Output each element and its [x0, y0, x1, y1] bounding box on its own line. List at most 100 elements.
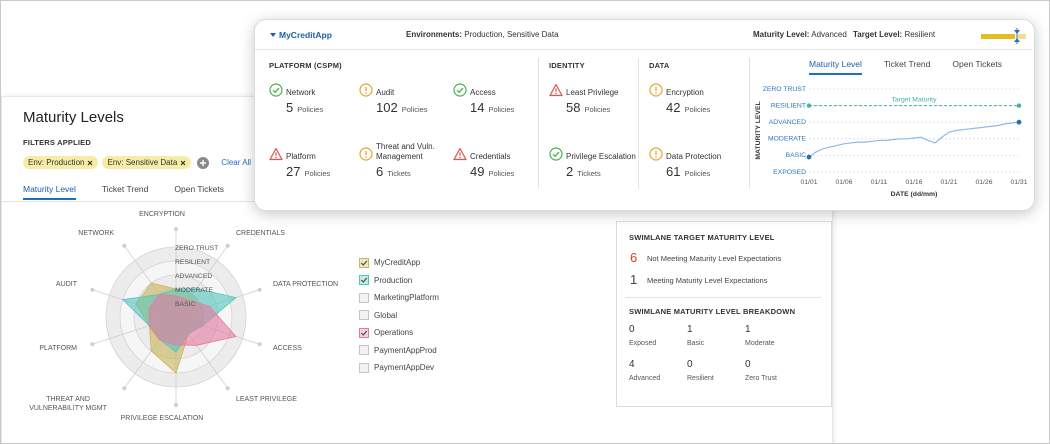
- spoke-dot: [257, 342, 262, 347]
- x-tick-label: 01/31: [1010, 179, 1027, 186]
- axis-label: ACCESS: [273, 344, 302, 352]
- status-icon: [269, 147, 283, 161]
- y-axis-title: MATURITY LEVEL: [755, 101, 762, 159]
- tile-value: 49: [470, 164, 485, 179]
- tile[interactable]: Privilege Escalation 2 Tickets: [549, 147, 644, 181]
- x-axis-title: DATE (dd/mm): [891, 191, 938, 198]
- filter-chip[interactable]: Env: Sensitive Data: [102, 156, 192, 169]
- breakdown-count: 0: [629, 324, 635, 335]
- icon-ring: [649, 147, 663, 161]
- tile-unit: Policies: [584, 105, 611, 114]
- divider: [625, 297, 821, 298]
- add-plus: [200, 159, 207, 166]
- breakdown-count: 1: [687, 324, 693, 335]
- maturity-line: [808, 121, 1020, 158]
- tile-name: Access: [470, 87, 496, 97]
- tile[interactable]: Encryption 42 Policies: [649, 83, 744, 117]
- target-count: 6: [630, 250, 638, 265]
- add-filter[interactable]: [197, 156, 210, 169]
- checkbox[interactable]: [359, 257, 369, 268]
- tile[interactable]: Network 5 Policies: [269, 83, 364, 117]
- icon-check: [552, 151, 560, 158]
- breakdown-count: 0: [745, 359, 751, 370]
- checkbox[interactable]: [359, 345, 369, 356]
- tile[interactable]: Least Privilege 58 Policies: [549, 83, 644, 117]
- tab[interactable]: Open Tickets: [952, 59, 1002, 69]
- axis-label: ENCRYPTION: [139, 211, 185, 218]
- tab[interactable]: Maturity Level: [809, 59, 862, 75]
- legend-item[interactable]: MyCreditApp: [359, 254, 439, 272]
- tile-unit: Policies: [297, 105, 324, 114]
- level-gauge: [981, 28, 1026, 44]
- tile[interactable]: Audit 102 Policies: [359, 83, 454, 117]
- breakdown-label: Exposed: [629, 340, 657, 347]
- spoke-dot: [90, 342, 95, 347]
- icon-dot: [655, 156, 657, 158]
- line-chart: EXPOSED BASIC MODERATE ADVANCED RESILIENT ZER…: [755, 86, 1028, 198]
- icon-dot: [459, 156, 461, 159]
- checkbox-box: [359, 292, 369, 303]
- legend-item[interactable]: PaymentAppProd: [359, 342, 439, 360]
- filter-chip[interactable]: Env: Production: [23, 156, 99, 169]
- spoke-dot: [174, 403, 178, 407]
- target-dot: [806, 103, 812, 108]
- tile[interactable]: Access 14 Policies: [453, 83, 548, 117]
- section-title: DATA: [649, 61, 670, 70]
- icon-dot: [365, 92, 367, 94]
- legend-item[interactable]: Global: [359, 307, 439, 325]
- checkbox-box: [359, 310, 369, 321]
- tile-name: Platform: [286, 151, 316, 161]
- status-icon: [649, 83, 663, 97]
- icon-dot: [655, 92, 657, 94]
- legend-item[interactable]: Production: [359, 272, 439, 290]
- legend-item[interactable]: Operations: [359, 324, 439, 342]
- tile-name: Data Protection: [666, 151, 722, 161]
- remove-icon[interactable]: [180, 160, 186, 166]
- axis-label: AUDIT: [56, 281, 77, 289]
- checkbox[interactable]: [359, 310, 369, 321]
- tile-value: 27: [286, 164, 301, 179]
- legend-item[interactable]: MarketingPlatform: [359, 289, 439, 307]
- tile[interactable]: Data Protection 61 Policies: [649, 147, 744, 181]
- tile[interactable]: Threat and Vuln. Management 6 Tickets: [359, 142, 454, 181]
- checkbox[interactable]: [359, 275, 369, 286]
- breakdown-label: Zero Trust: [745, 375, 777, 382]
- checkbox[interactable]: [359, 327, 369, 338]
- tab[interactable]: Open Tickets: [174, 184, 224, 194]
- axis-label: PRIVILEGE ESCALATION: [120, 415, 204, 422]
- remove-icon[interactable]: [87, 160, 93, 166]
- tab[interactable]: Ticket Trend: [101, 184, 149, 194]
- axis-label: CREDENTIALS: [235, 230, 285, 238]
- tile-unit: Policies: [401, 105, 428, 114]
- checkbox[interactable]: [359, 362, 369, 373]
- tile-value: 102: [376, 100, 398, 115]
- tile-count: 42 Policies: [666, 100, 710, 115]
- clear-all[interactable]: Clear All: [221, 158, 252, 167]
- legend-item[interactable]: PaymentAppDev: [359, 359, 439, 377]
- tab[interactable]: Ticket Trend: [883, 59, 931, 69]
- y-tick-label: BASIC: [786, 152, 806, 159]
- checkbox[interactable]: [359, 292, 369, 303]
- icon-ring: [359, 147, 373, 161]
- swimlane-panel: [616, 221, 832, 407]
- filter-chips: Env: Production Env: Sensitive Data Clear …: [23, 156, 251, 169]
- app-name[interactable]: MyCreditApp: [279, 30, 332, 40]
- target-count: 1: [630, 272, 638, 287]
- tile-value: 5: [286, 100, 294, 115]
- tile-unit: Policies: [684, 169, 711, 178]
- collapse-icon[interactable]: [269, 31, 277, 39]
- tile-unit: Tickets: [387, 169, 411, 178]
- radar-level-label: BASIC: [175, 301, 195, 308]
- tile[interactable]: Platform 27 Policies: [269, 147, 364, 181]
- target: Target Level: Resilient: [853, 30, 935, 39]
- tile[interactable]: Credentials 49 Policies: [453, 147, 548, 181]
- tile-name: Audit: [376, 87, 395, 97]
- tab[interactable]: Maturity Level: [23, 184, 76, 200]
- tile-count: 2 Tickets: [566, 164, 601, 179]
- spoke-dot: [90, 287, 95, 292]
- tile-value: 6: [376, 164, 384, 179]
- x-tick-label: 01/01: [800, 179, 817, 186]
- radar-level-label: ADVANCED: [175, 273, 212, 280]
- env-label: Environments:: [406, 30, 463, 39]
